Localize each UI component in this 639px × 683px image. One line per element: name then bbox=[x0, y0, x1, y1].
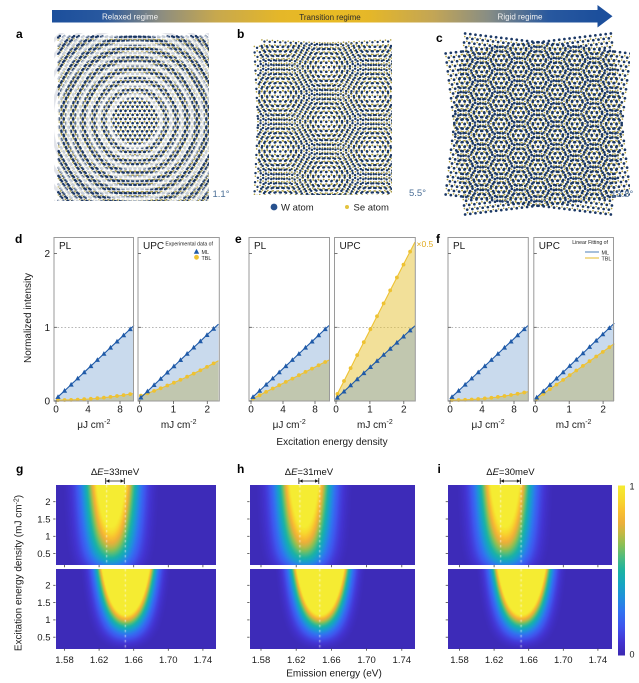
svg-text:mJ cm-2: mJ cm-2 bbox=[357, 419, 393, 431]
svg-text:ΔE=33meV: ΔE=33meV bbox=[91, 467, 140, 478]
svg-text:b: b bbox=[237, 27, 244, 41]
svg-text:1.74: 1.74 bbox=[589, 655, 608, 666]
svg-text:1.74: 1.74 bbox=[393, 655, 412, 666]
svg-text:0: 0 bbox=[333, 405, 339, 416]
svg-text:UPC: UPC bbox=[340, 241, 361, 252]
svg-text:×0.5: ×0.5 bbox=[417, 239, 434, 249]
svg-text:1: 1 bbox=[171, 405, 177, 416]
svg-text:2: 2 bbox=[45, 497, 50, 508]
svg-text:8: 8 bbox=[312, 405, 318, 416]
svg-text:TBL: TBL bbox=[602, 256, 612, 262]
svg-text:h: h bbox=[237, 462, 244, 476]
svg-text:1.70: 1.70 bbox=[554, 655, 573, 666]
svg-text:1: 1 bbox=[566, 405, 572, 416]
svg-text:i: i bbox=[438, 462, 441, 476]
svg-text:μJ cm-2: μJ cm-2 bbox=[472, 419, 505, 431]
svg-text:1.58: 1.58 bbox=[450, 655, 469, 666]
svg-text:ML: ML bbox=[202, 250, 210, 256]
svg-text:1.5: 1.5 bbox=[37, 598, 50, 609]
svg-text:TBL: TBL bbox=[202, 256, 212, 262]
svg-text:Excitation energy density (mJ: Excitation energy density (mJ cm-2) bbox=[14, 495, 25, 651]
svg-text:2: 2 bbox=[44, 249, 50, 260]
svg-text:4: 4 bbox=[85, 405, 91, 416]
svg-text:Se atom: Se atom bbox=[354, 202, 389, 213]
svg-text:2: 2 bbox=[45, 581, 50, 592]
svg-text:13.8°: 13.8° bbox=[611, 189, 633, 200]
svg-text:1.66: 1.66 bbox=[124, 655, 143, 666]
svg-text:2: 2 bbox=[205, 405, 211, 416]
svg-text:1: 1 bbox=[45, 615, 50, 626]
svg-text:μJ cm-2: μJ cm-2 bbox=[273, 419, 306, 431]
svg-text:UPC: UPC bbox=[539, 241, 560, 252]
svg-text:8: 8 bbox=[511, 405, 517, 416]
svg-text:PL: PL bbox=[254, 241, 267, 252]
svg-text:1: 1 bbox=[367, 405, 373, 416]
svg-text:0.5: 0.5 bbox=[37, 633, 50, 644]
svg-text:ML: ML bbox=[602, 250, 610, 256]
svg-text:e: e bbox=[235, 232, 242, 246]
svg-text:1.70: 1.70 bbox=[159, 655, 178, 666]
svg-text:1.5: 1.5 bbox=[37, 514, 50, 525]
svg-text:UPC: UPC bbox=[143, 241, 164, 252]
svg-text:1.66: 1.66 bbox=[322, 655, 341, 666]
svg-text:W atom: W atom bbox=[281, 202, 314, 213]
svg-text:Experimental data of: Experimental data of bbox=[165, 242, 213, 248]
svg-text:0: 0 bbox=[630, 650, 635, 660]
svg-text:8: 8 bbox=[117, 405, 123, 416]
svg-text:0: 0 bbox=[137, 405, 143, 416]
svg-text:0: 0 bbox=[53, 405, 59, 416]
svg-text:0: 0 bbox=[248, 405, 254, 416]
svg-text:1.74: 1.74 bbox=[194, 655, 213, 666]
svg-text:f: f bbox=[436, 232, 441, 246]
svg-text:Rigid regime: Rigid regime bbox=[498, 13, 543, 22]
svg-text:2: 2 bbox=[600, 405, 606, 416]
svg-text:4: 4 bbox=[280, 405, 286, 416]
svg-text:1.66: 1.66 bbox=[519, 655, 538, 666]
svg-text:5.5°: 5.5° bbox=[409, 188, 426, 199]
svg-text:mJ cm-2: mJ cm-2 bbox=[556, 419, 592, 431]
svg-text:Normalized intensity: Normalized intensity bbox=[23, 273, 34, 363]
svg-text:0: 0 bbox=[44, 397, 50, 408]
svg-text:PL: PL bbox=[453, 241, 466, 252]
svg-text:Excitation energy density: Excitation energy density bbox=[276, 437, 387, 448]
svg-text:a: a bbox=[16, 27, 23, 41]
svg-text:0: 0 bbox=[447, 405, 453, 416]
svg-text:ΔE=30meV: ΔE=30meV bbox=[486, 467, 535, 478]
svg-text:1.62: 1.62 bbox=[90, 655, 109, 666]
svg-text:2: 2 bbox=[401, 405, 407, 416]
svg-text:ΔE=31meV: ΔE=31meV bbox=[285, 467, 334, 478]
svg-text:1: 1 bbox=[44, 323, 50, 334]
svg-text:4: 4 bbox=[479, 405, 485, 416]
svg-text:Emission energy (eV): Emission energy (eV) bbox=[286, 669, 382, 680]
svg-text:1.70: 1.70 bbox=[357, 655, 376, 666]
svg-text:μJ cm-2: μJ cm-2 bbox=[77, 419, 110, 431]
svg-text:0: 0 bbox=[533, 405, 539, 416]
svg-text:g: g bbox=[16, 462, 23, 476]
svg-text:d: d bbox=[15, 232, 22, 246]
svg-text:mJ cm-2: mJ cm-2 bbox=[161, 419, 197, 431]
svg-text:c: c bbox=[436, 31, 443, 45]
svg-text:PL: PL bbox=[59, 241, 72, 252]
svg-text:Linear Fitting of: Linear Fitting of bbox=[572, 240, 608, 246]
svg-text:Transition regime: Transition regime bbox=[299, 13, 361, 22]
svg-text:0.5: 0.5 bbox=[37, 549, 50, 560]
svg-text:1.1°: 1.1° bbox=[213, 189, 230, 200]
svg-text:1.62: 1.62 bbox=[485, 655, 504, 666]
svg-text:1: 1 bbox=[630, 482, 635, 492]
svg-text:1.62: 1.62 bbox=[287, 655, 306, 666]
svg-text:Relaxed regime: Relaxed regime bbox=[102, 13, 159, 22]
svg-text:1: 1 bbox=[45, 532, 50, 543]
svg-text:1.58: 1.58 bbox=[252, 655, 271, 666]
svg-text:1.58: 1.58 bbox=[55, 655, 74, 666]
